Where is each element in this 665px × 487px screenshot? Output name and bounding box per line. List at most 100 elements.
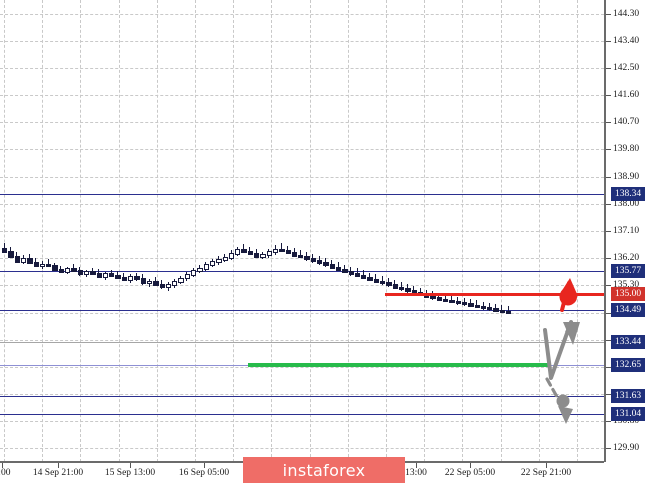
price-level-label-135.77[interactable]: 135.77 [611, 264, 646, 279]
gridline-v [500, 0, 502, 462]
candle-body [203, 264, 209, 270]
gridline-h [0, 231, 604, 232]
candle-wick [501, 305, 503, 314]
price-tick [606, 339, 611, 341]
candle-body [361, 275, 367, 279]
candle-body [46, 263, 52, 268]
candle-body [506, 310, 512, 314]
price-tick-label: 135.30 [613, 280, 640, 291]
gridline-v [42, 0, 44, 462]
candle-body [14, 255, 20, 263]
candle-wick [287, 246, 289, 254]
candle-body [386, 282, 392, 287]
candle-body [52, 265, 58, 272]
candle-wick [388, 278, 389, 287]
candle-wick [280, 243, 282, 253]
candle-body [178, 277, 184, 284]
candle-body [499, 309, 506, 313]
candle-body [235, 249, 241, 255]
watermark-label: instaforex [282, 460, 366, 480]
instaforex-watermark: instaforex [243, 457, 405, 483]
candle-body [436, 297, 443, 301]
candle-wick [375, 274, 377, 283]
price-tick-label: 144.30 [613, 8, 640, 19]
price-level-label-133.44[interactable]: 133.44 [611, 334, 646, 349]
price-level-label-132.65[interactable]: 132.65 [611, 358, 646, 373]
gridline-v [347, 0, 349, 462]
candle-wick [463, 298, 465, 306]
candle-body [241, 249, 247, 253]
gridline-h [0, 394, 604, 396]
candle-wick [362, 270, 364, 280]
price-tick-label: 140.70 [613, 117, 640, 128]
candle-body [329, 264, 335, 269]
candle-body [65, 267, 71, 273]
candle-body [405, 288, 411, 293]
candle-wick [507, 306, 509, 315]
time-tick-label: 15 Sep 13:00 [104, 468, 156, 478]
candle-body [39, 263, 46, 267]
time-tick [2, 463, 3, 468]
gridline-v [80, 0, 82, 462]
gridline-h [0, 176, 604, 178]
gridline-v [462, 0, 464, 462]
gridline-h [0, 285, 604, 287]
price-level-label-131.63[interactable]: 131.63 [611, 389, 646, 404]
price-tick [606, 448, 611, 450]
candle-body [172, 281, 178, 287]
candle-body [146, 280, 153, 285]
candle-body [165, 284, 172, 288]
price-tick-label: 138.00 [613, 198, 640, 209]
gridline-h [0, 149, 604, 151]
candle-body [159, 283, 165, 288]
candle-wick [451, 295, 452, 304]
price-tick [606, 203, 611, 205]
time-tick-label: 16 Sep 05:00 [178, 468, 230, 478]
candle-body [260, 253, 266, 258]
candle-body [140, 278, 146, 285]
gridline-h [0, 258, 604, 260]
candle-body [285, 250, 291, 255]
candle-body [20, 257, 27, 263]
price-tick-label: 138.90 [613, 171, 640, 182]
price-level-label-135.00[interactable]: 135.00 [611, 287, 646, 302]
price-tick [606, 176, 611, 178]
candle-body [443, 298, 449, 302]
time-tick-label: 14 Sep 21:00 [32, 468, 84, 478]
price-scale[interactable]: 144.30 143.40 142.50 141.60 140.70 139.80 138.… [606, 0, 665, 462]
candle-body [342, 269, 348, 273]
price-level-label-138.34[interactable]: 138.34 [611, 186, 646, 201]
candle-wick [482, 301, 484, 310]
gridline-h [0, 67, 604, 69]
candle-body [474, 304, 480, 308]
gridline-v [309, 0, 311, 462]
price-level-label-131.04[interactable]: 131.04 [611, 406, 646, 421]
price-tick [606, 394, 611, 396]
candle-body [398, 286, 405, 291]
price-level-label-134.49[interactable]: 134.49 [611, 302, 646, 317]
price-tick-label: 142.50 [613, 62, 640, 73]
time-tick-label: 22 Sep 05:00 [444, 468, 496, 478]
support-line [248, 363, 550, 368]
candle-wick [356, 268, 358, 278]
candle-body [191, 270, 197, 276]
candle-body [480, 305, 487, 310]
price-tick-label: 129.90 [613, 443, 640, 454]
price-tick-label: 137.10 [613, 226, 640, 236]
gridline-v [118, 0, 120, 462]
time-tick [58, 463, 59, 468]
candle-body [317, 259, 323, 264]
price-level-133.44 [0, 341, 604, 343]
price-tick [606, 13, 611, 15]
time-tick-label: 13:00 [405, 468, 427, 478]
gridline-h [0, 203, 604, 205]
price-level-131.04 [0, 413, 604, 415]
time-tick [470, 463, 471, 468]
candle-wick [457, 296, 459, 305]
candle-body [367, 276, 373, 281]
candle-body [33, 261, 39, 267]
gridline-h [0, 366, 604, 368]
price-tick-label: 139.80 [613, 144, 640, 155]
candle-body [222, 256, 228, 261]
